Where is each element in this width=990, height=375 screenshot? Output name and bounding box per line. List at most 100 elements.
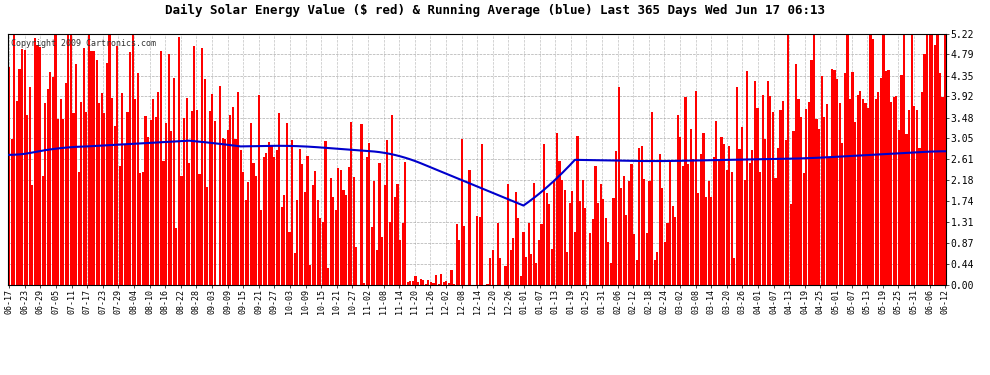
Bar [816, 119, 818, 285]
Bar [785, 140, 787, 285]
Bar [674, 217, 676, 285]
Bar [921, 92, 923, 285]
Bar [347, 167, 349, 285]
Bar [11, 140, 13, 285]
Bar [288, 232, 291, 285]
Bar [533, 183, 535, 285]
Bar [568, 202, 571, 285]
Bar [142, 172, 144, 285]
Bar [67, 34, 69, 285]
Bar [743, 180, 745, 285]
Bar [306, 156, 309, 285]
Bar [404, 162, 406, 285]
Bar [180, 176, 182, 285]
Bar [702, 134, 705, 285]
Bar [88, 34, 90, 285]
Bar [103, 113, 106, 285]
Bar [736, 87, 738, 285]
Bar [507, 184, 509, 285]
Bar [818, 129, 821, 285]
Bar [919, 148, 921, 285]
Bar [83, 48, 85, 285]
Bar [430, 282, 432, 285]
Bar [639, 148, 641, 285]
Bar [162, 161, 164, 285]
Bar [555, 134, 558, 285]
Bar [504, 266, 507, 285]
Bar [613, 198, 615, 285]
Bar [446, 281, 447, 285]
Bar [874, 99, 877, 285]
Bar [592, 219, 594, 285]
Bar [517, 218, 520, 285]
Bar [230, 115, 232, 285]
Bar [193, 46, 195, 285]
Bar [191, 111, 193, 285]
Bar [861, 99, 864, 285]
Bar [389, 222, 391, 285]
Bar [663, 242, 666, 285]
Bar [545, 193, 547, 285]
Bar [553, 180, 555, 285]
Bar [769, 96, 771, 285]
Bar [327, 268, 329, 285]
Bar [75, 63, 77, 285]
Bar [262, 157, 265, 285]
Bar [167, 54, 169, 285]
Bar [893, 98, 895, 285]
Bar [811, 60, 813, 285]
Bar [790, 204, 792, 285]
Bar [906, 134, 908, 285]
Bar [376, 250, 378, 285]
Bar [175, 228, 177, 285]
Bar [132, 34, 134, 285]
Bar [301, 164, 303, 285]
Bar [721, 137, 723, 285]
Bar [204, 79, 206, 285]
Bar [248, 182, 249, 285]
Bar [594, 166, 597, 285]
Bar [304, 192, 306, 285]
Bar [528, 223, 530, 285]
Bar [147, 136, 149, 285]
Bar [209, 111, 211, 285]
Bar [373, 182, 375, 285]
Bar [515, 192, 517, 285]
Bar [782, 101, 784, 285]
Bar [924, 54, 926, 285]
Bar [628, 181, 630, 285]
Bar [420, 279, 422, 285]
Bar [26, 116, 29, 285]
Bar [368, 143, 370, 285]
Bar [198, 174, 201, 285]
Bar [152, 99, 154, 285]
Bar [435, 275, 438, 285]
Bar [145, 116, 147, 285]
Bar [787, 34, 789, 285]
Bar [293, 253, 296, 285]
Bar [600, 184, 602, 285]
Bar [653, 261, 655, 285]
Bar [72, 112, 74, 285]
Bar [438, 284, 440, 285]
Bar [124, 144, 126, 285]
Bar [317, 201, 319, 285]
Bar [561, 180, 563, 285]
Bar [468, 170, 470, 285]
Bar [761, 95, 763, 285]
Bar [460, 139, 463, 285]
Bar [129, 52, 131, 285]
Bar [734, 258, 736, 285]
Bar [245, 200, 247, 285]
Bar [687, 164, 689, 285]
Bar [108, 34, 111, 285]
Bar [510, 250, 512, 285]
Bar [476, 216, 478, 285]
Bar [283, 195, 285, 285]
Bar [541, 225, 543, 285]
Bar [265, 153, 267, 285]
Bar [340, 170, 342, 285]
Bar [96, 60, 98, 285]
Bar [579, 201, 581, 285]
Bar [249, 123, 252, 285]
